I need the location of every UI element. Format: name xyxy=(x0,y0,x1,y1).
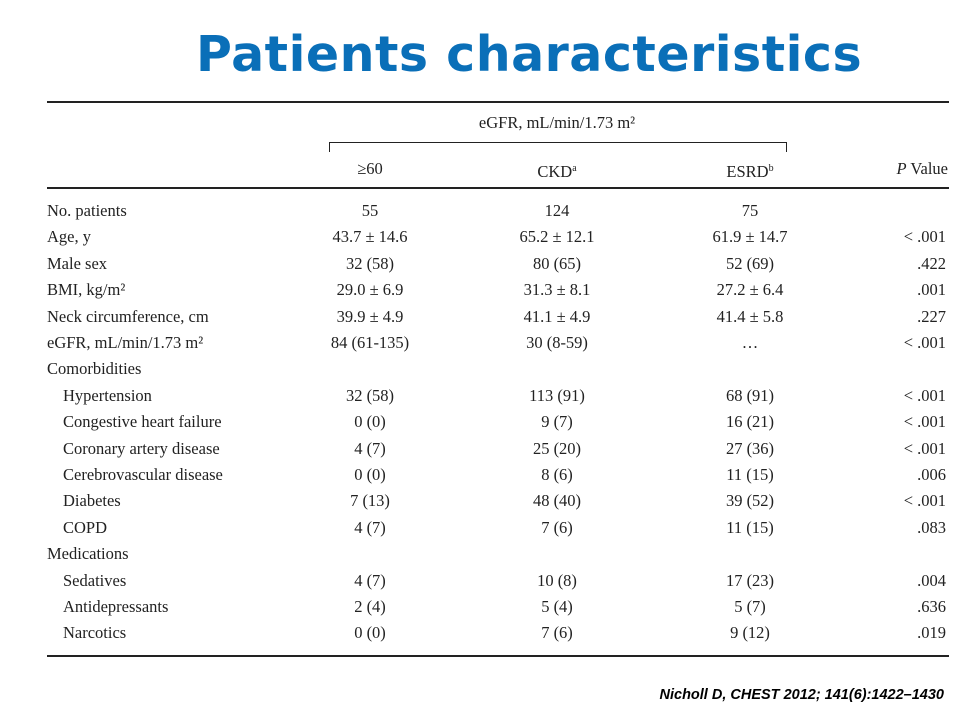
slide-title: Patients characteristics xyxy=(196,26,863,83)
row-label: BMI, kg/m² xyxy=(47,280,126,300)
column-header-ckd-footnote: a xyxy=(572,163,577,174)
cell-p-value: < .001 xyxy=(903,438,946,458)
row-label: Comorbidities xyxy=(47,359,142,379)
cell-egfr-60: 43.7 ± 14.6 xyxy=(332,227,408,247)
row-label: Congestive heart failure xyxy=(63,412,222,432)
cell-p-value: .227 xyxy=(917,306,946,326)
cell-esrd: … xyxy=(741,333,759,352)
row-label: Neck circumference, cm xyxy=(47,306,209,326)
column-header-esrd-label: ESRD xyxy=(726,162,769,181)
cell-egfr-60: 39.9 ± 4.9 xyxy=(336,306,404,326)
cell-ckd: 31.3 ± 8.1 xyxy=(523,280,591,300)
row-label: No. patients xyxy=(47,201,127,220)
cell-p-value: .006 xyxy=(917,465,946,484)
cell-esrd: 16 (21) xyxy=(725,412,775,432)
row-label: Medications xyxy=(47,544,129,564)
cell-egfr-60: 84 (61-135) xyxy=(330,333,410,352)
column-header-esrd: ESRDb xyxy=(726,159,773,182)
cell-egfr-60: 32 (58) xyxy=(345,385,395,405)
cell-esrd: 11 (15) xyxy=(726,465,774,484)
cell-egfr-60: 7 (13) xyxy=(350,491,390,511)
cell-ckd: 7 (6) xyxy=(541,623,573,643)
cell-esrd: 52 (69) xyxy=(725,253,775,273)
cell-egfr-60: 0 (0) xyxy=(354,465,386,484)
cell-ckd: 9 (7) xyxy=(541,412,573,432)
cell-esrd: 41.4 ± 5.8 xyxy=(716,306,784,326)
cell-p-value: .083 xyxy=(917,517,946,537)
row-label: Age, y xyxy=(47,227,91,247)
cell-esrd: 27.2 ± 6.4 xyxy=(716,280,784,300)
row-label: Hypertension xyxy=(63,385,152,405)
cell-egfr-60: 32 (58) xyxy=(345,253,395,273)
cell-esrd: 9 (12) xyxy=(730,623,770,643)
cell-esrd: 11 (15) xyxy=(726,517,774,537)
row-label: Diabetes xyxy=(63,491,121,511)
column-header-p-italic: P xyxy=(896,159,907,178)
cell-esrd: 5 (7) xyxy=(734,597,766,616)
cell-p-value: .422 xyxy=(917,253,946,273)
cell-ckd: 30 (8-59) xyxy=(526,333,588,352)
cell-ckd: 124 xyxy=(544,201,570,220)
table-header-rule xyxy=(47,187,949,189)
cell-p-value: .636 xyxy=(917,597,946,616)
cell-egfr-60: 4 (7) xyxy=(354,438,386,458)
cell-ckd: 80 (65) xyxy=(532,253,582,273)
column-header-esrd-footnote: b xyxy=(768,163,774,174)
cell-egfr-60: 2 (4) xyxy=(354,597,386,616)
cell-ckd: 65.2 ± 12.1 xyxy=(519,227,595,247)
row-label: Narcotics xyxy=(63,623,127,643)
egfr-group-header: eGFR, mL/min/1.73 m² xyxy=(478,113,636,132)
cell-esrd: 27 (36) xyxy=(725,438,775,458)
cell-p-value: < .001 xyxy=(903,491,946,511)
cell-egfr-60: 55 xyxy=(361,201,379,220)
cell-p-value: < .001 xyxy=(903,412,946,432)
cell-ckd: 5 (4) xyxy=(541,597,573,616)
egfr-group-bracket xyxy=(329,142,787,152)
cell-p-value: < .001 xyxy=(903,333,946,352)
cell-ckd: 7 (6) xyxy=(541,517,573,537)
table-top-rule xyxy=(47,101,949,103)
cell-egfr-60: 0 (0) xyxy=(354,623,386,643)
cell-p-value: .004 xyxy=(917,570,946,590)
cell-p-value: .001 xyxy=(917,280,946,300)
cell-p-value: .019 xyxy=(917,623,946,643)
cell-esrd: 68 (91) xyxy=(725,385,775,405)
cell-egfr-60: 29.0 ± 6.9 xyxy=(336,280,404,300)
row-label: Male sex xyxy=(47,253,108,273)
cell-esrd: 75 xyxy=(741,201,759,220)
column-header-egfr-60: ≥60 xyxy=(357,159,383,178)
cell-egfr-60: 4 (7) xyxy=(354,517,386,537)
cell-esrd: 61.9 ± 14.7 xyxy=(712,227,788,247)
column-header-p-value: P Value xyxy=(897,159,949,179)
cell-esrd: 39 (52) xyxy=(725,491,775,511)
column-header-ckd: CKDa xyxy=(537,159,576,182)
cell-ckd: 25 (20) xyxy=(532,438,582,458)
cell-ckd: 8 (6) xyxy=(541,465,573,484)
cell-ckd: 41.1 ± 4.9 xyxy=(523,306,591,326)
column-header-p-rest: Value xyxy=(906,159,948,178)
cell-ckd: 48 (40) xyxy=(532,491,582,511)
cell-egfr-60: 4 (7) xyxy=(354,570,386,590)
row-label: COPD xyxy=(63,517,108,537)
column-header-ckd-label: CKD xyxy=(537,162,573,181)
cell-ckd: 10 (8) xyxy=(537,570,577,590)
cell-esrd: 17 (23) xyxy=(725,570,775,590)
cell-p-value: < .001 xyxy=(903,227,946,247)
table-bottom-rule xyxy=(47,655,949,657)
citation: Nicholl D, CHEST 2012; 141(6):1422–1430 xyxy=(659,687,945,703)
cell-ckd: 113 (91) xyxy=(529,385,585,405)
row-label: Antidepressants xyxy=(63,597,169,616)
cell-egfr-60: 0 (0) xyxy=(354,412,386,432)
row-label: Cerebrovascular disease xyxy=(63,465,223,484)
row-label: Sedatives xyxy=(63,570,127,590)
row-label: eGFR, mL/min/1.73 m² xyxy=(47,333,204,352)
row-label: Coronary artery disease xyxy=(63,438,220,458)
cell-p-value: < .001 xyxy=(903,385,946,405)
